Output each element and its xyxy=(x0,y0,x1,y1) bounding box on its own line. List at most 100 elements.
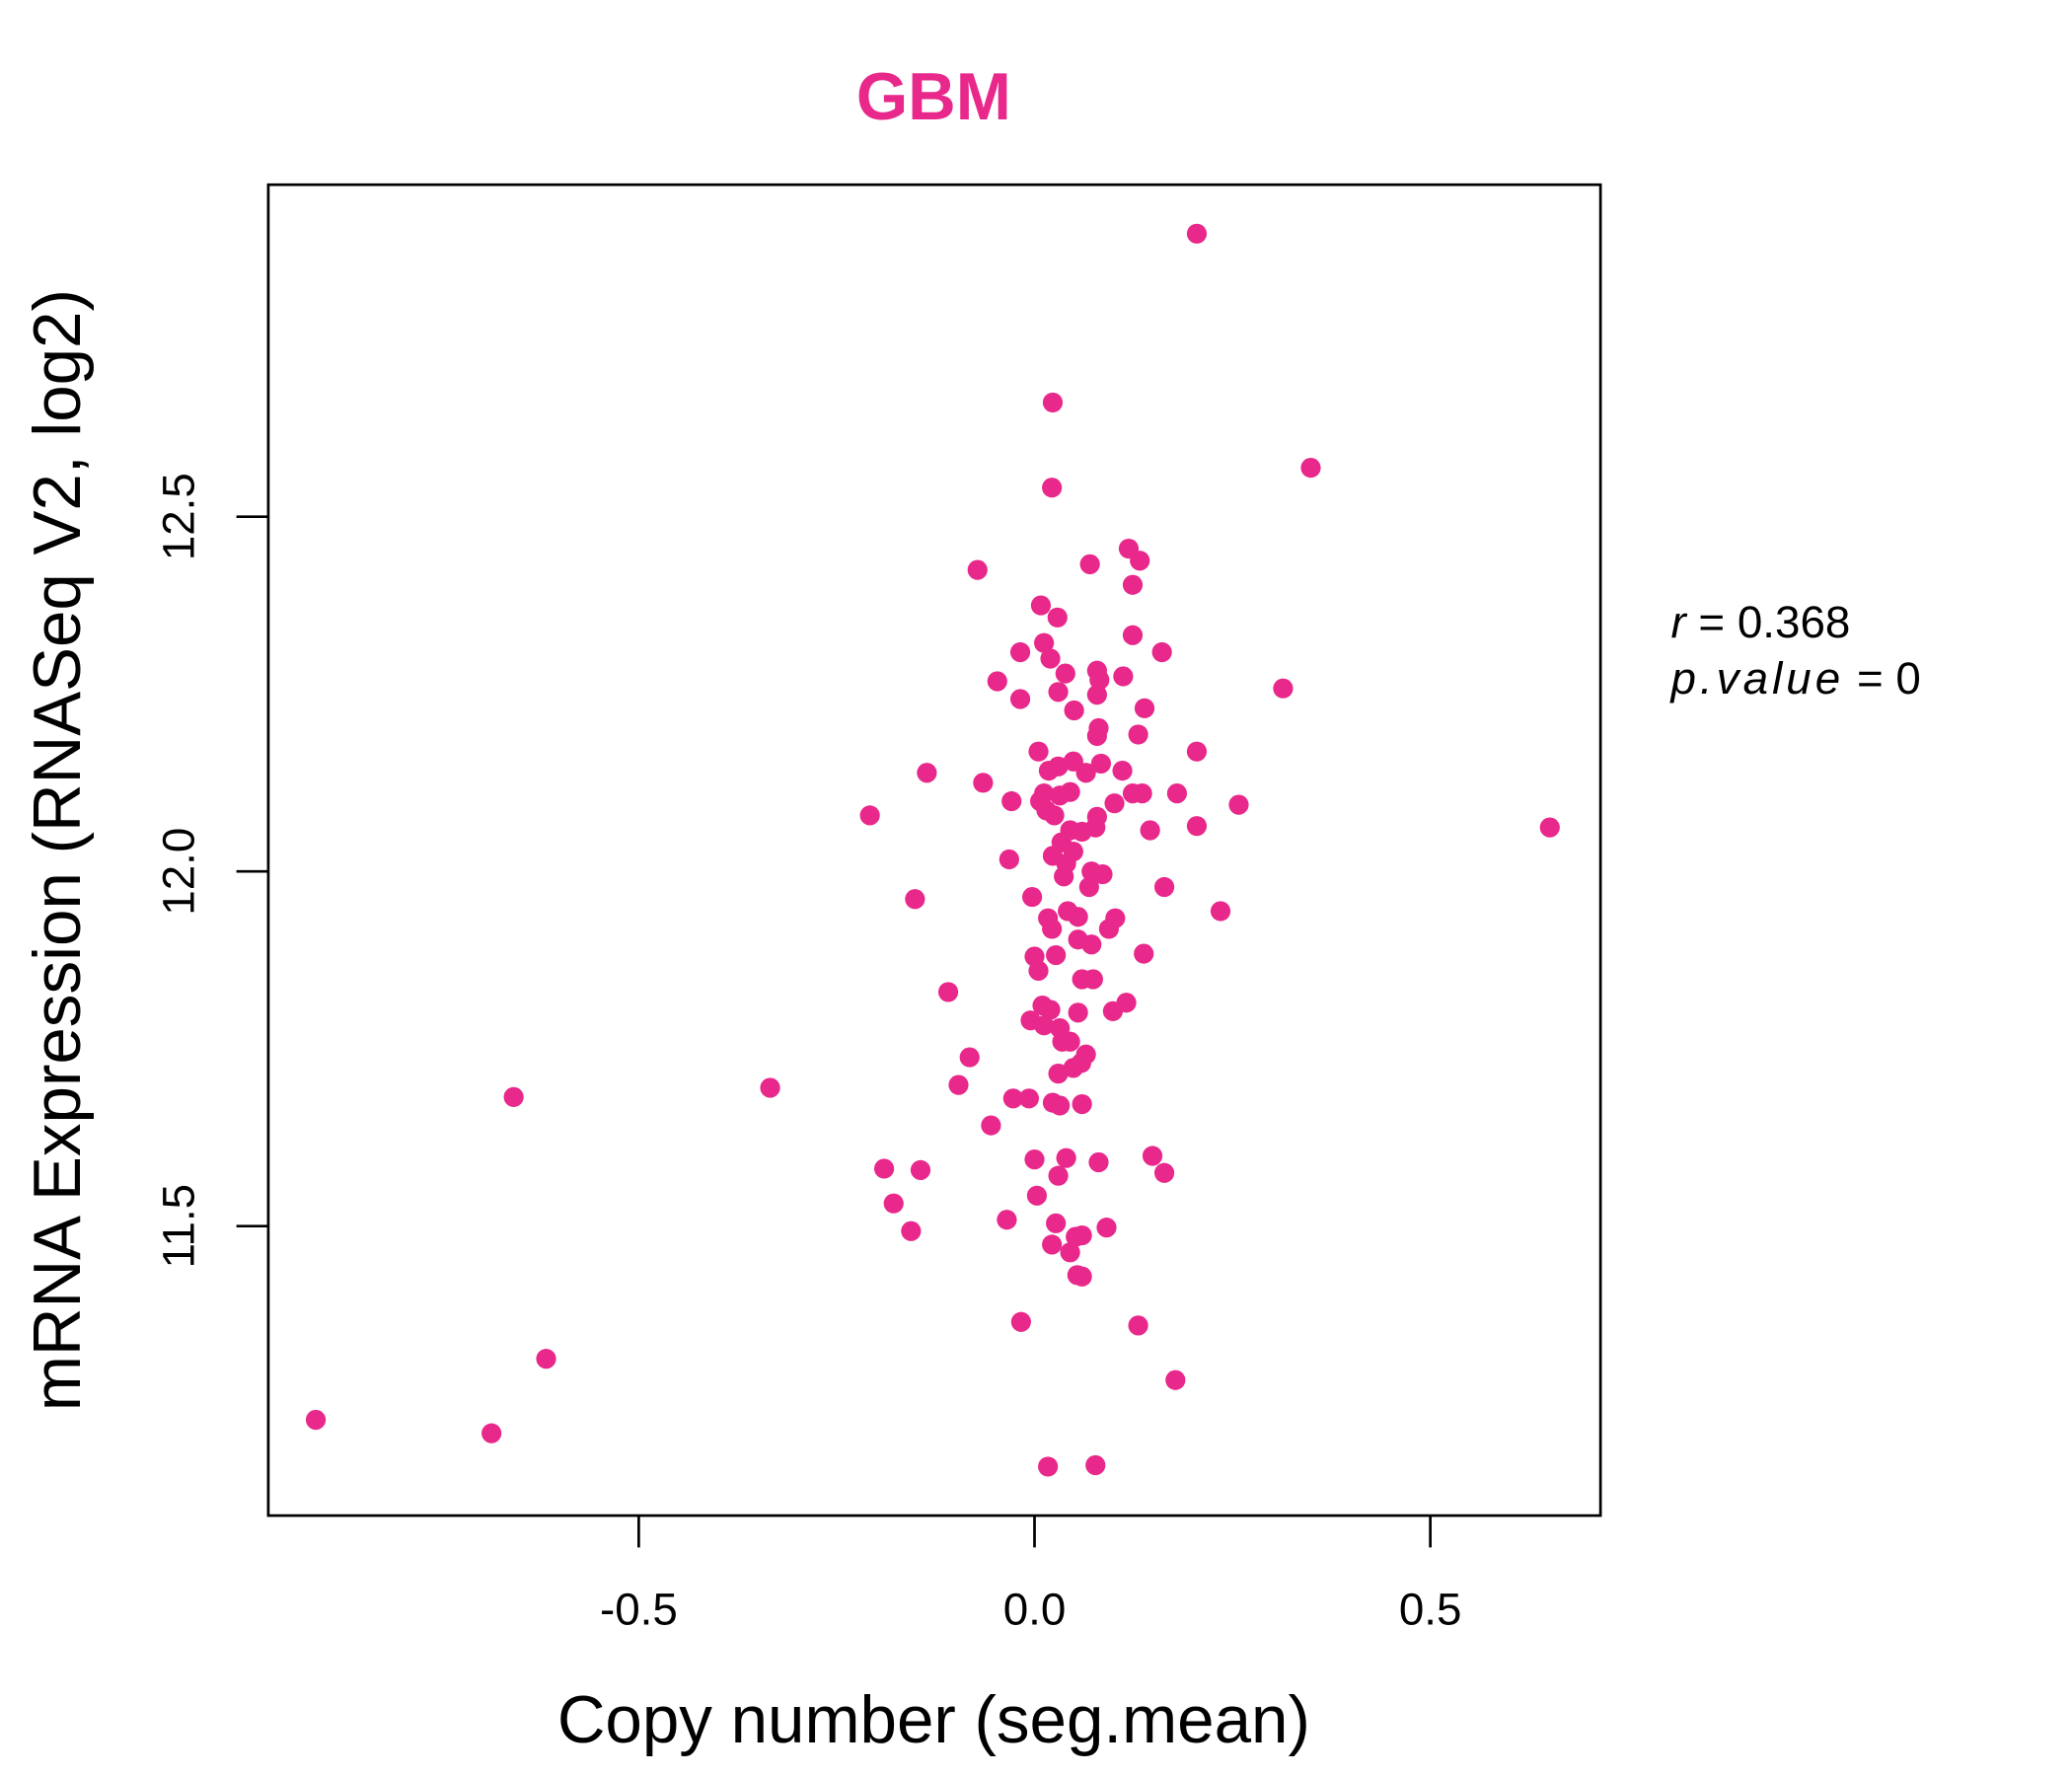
data-point xyxy=(997,1210,1017,1230)
data-point xyxy=(1010,1311,1031,1332)
data-point xyxy=(948,1074,969,1095)
data-point xyxy=(1098,919,1120,939)
data-point xyxy=(1151,641,1172,663)
data-point xyxy=(1050,785,1071,806)
data-point xyxy=(1042,478,1063,498)
data-point xyxy=(1060,1242,1080,1263)
data-point xyxy=(1040,999,1061,1020)
data-point xyxy=(967,559,988,580)
data-point xyxy=(1034,632,1055,653)
data-point xyxy=(1055,663,1075,684)
data-point xyxy=(1064,700,1084,721)
data-point xyxy=(1122,574,1144,595)
data-point xyxy=(1079,554,1100,574)
data-point xyxy=(981,1115,1001,1136)
data-point xyxy=(1128,724,1148,745)
data-point xyxy=(1186,741,1208,762)
data-point xyxy=(1054,866,1074,887)
data-point xyxy=(481,1423,502,1443)
data-point xyxy=(1153,1162,1175,1183)
data-point xyxy=(1030,595,1052,616)
data-point xyxy=(1067,1265,1087,1286)
data-point xyxy=(536,1349,556,1369)
data-point xyxy=(1300,457,1321,479)
data-point xyxy=(1042,919,1063,939)
x-tick-label: -0.5 xyxy=(600,1584,678,1634)
data-point xyxy=(999,849,1019,870)
data-point xyxy=(859,805,880,826)
data-point xyxy=(1132,783,1152,804)
data-point xyxy=(1040,648,1061,669)
equals-sign: = xyxy=(1686,597,1738,647)
y-axis-label: mRNA Expression (RNASeq V2, log2) xyxy=(21,289,95,1411)
data-point xyxy=(1068,907,1088,927)
data-point xyxy=(1273,678,1294,699)
x-tick-label: 0.5 xyxy=(1399,1584,1462,1634)
data-point xyxy=(1063,1058,1083,1078)
data-point xyxy=(1104,793,1125,814)
data-point xyxy=(1048,1165,1069,1186)
data-point xyxy=(1134,943,1154,964)
y-tick-label: 11.5 xyxy=(154,1184,204,1269)
data-point xyxy=(937,982,959,1002)
data-point xyxy=(1089,669,1110,691)
data-point xyxy=(1022,886,1043,908)
y-axis: 11.5 12.0 12.5 xyxy=(154,473,268,1269)
data-point xyxy=(1092,863,1113,885)
data-point xyxy=(1140,820,1160,841)
data-point xyxy=(1048,1064,1069,1084)
data-points xyxy=(305,223,1560,1477)
data-point xyxy=(1028,741,1049,762)
p-value: 0 xyxy=(1895,653,1920,703)
data-point xyxy=(1081,934,1102,955)
data-point xyxy=(1085,1454,1106,1476)
data-point xyxy=(503,1086,524,1107)
plot-frame xyxy=(266,183,1602,1517)
data-point xyxy=(1102,1000,1124,1021)
data-point xyxy=(1034,1015,1055,1036)
data-point xyxy=(1050,1095,1071,1116)
data-point xyxy=(1002,1088,1023,1109)
data-point xyxy=(1128,1315,1148,1336)
data-point xyxy=(1096,1218,1117,1238)
data-point xyxy=(1047,607,1068,628)
x-axis: -0.5 0.0 0.5 xyxy=(600,1516,1461,1634)
data-point xyxy=(1112,761,1133,781)
data-point xyxy=(1056,1147,1076,1168)
data-point xyxy=(1038,761,1060,781)
data-point xyxy=(1088,1151,1109,1173)
data-point xyxy=(1042,1234,1063,1255)
data-point xyxy=(1046,944,1067,966)
data-point xyxy=(1166,783,1188,804)
x-axis-label: Copy number (seg.mean) xyxy=(557,1683,1310,1757)
data-point xyxy=(1228,794,1249,815)
data-point xyxy=(1153,876,1175,898)
data-point xyxy=(305,1409,327,1431)
data-point xyxy=(1028,960,1049,981)
data-point xyxy=(1018,1088,1039,1109)
data-point xyxy=(901,1221,922,1241)
pvalue-annotation: p.value = 0 xyxy=(1668,653,1920,703)
data-point xyxy=(1009,689,1031,709)
data-point xyxy=(1060,1031,1080,1052)
data-point xyxy=(1026,1185,1048,1206)
data-point xyxy=(1072,1093,1092,1115)
data-point xyxy=(1046,1213,1067,1233)
data-point xyxy=(1048,682,1069,703)
data-point xyxy=(1078,876,1099,898)
data-point xyxy=(1086,685,1107,705)
data-point xyxy=(1142,1146,1163,1166)
data-point xyxy=(760,1077,780,1098)
data-point xyxy=(1068,1002,1088,1023)
data-point xyxy=(1130,551,1150,571)
data-point xyxy=(973,773,994,793)
correlation-annotation: r = 0.368 xyxy=(1670,597,1850,647)
x-tick-label: 0.0 xyxy=(1003,1584,1067,1634)
data-point xyxy=(917,763,937,783)
data-point xyxy=(905,889,925,910)
y-tick-label: 12.0 xyxy=(154,828,204,916)
data-point xyxy=(1165,1369,1186,1390)
data-point xyxy=(1186,816,1208,837)
data-point xyxy=(1038,1456,1059,1477)
